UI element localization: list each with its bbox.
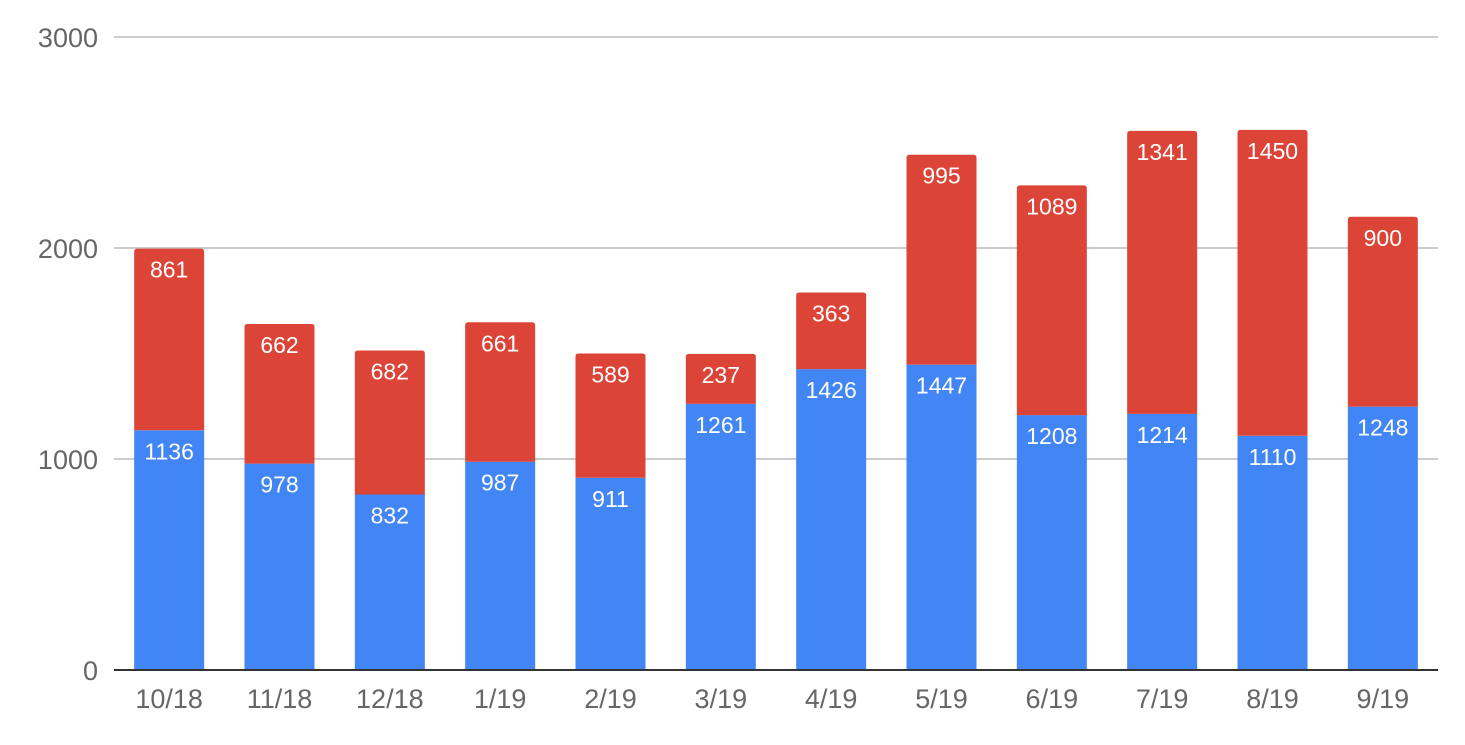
bar-series1-5/19 <box>906 364 977 670</box>
x-tick-label-3/19: 3/19 <box>695 684 748 714</box>
bar-series1-4/19 <box>796 369 867 670</box>
bar-series1-2/19 <box>575 477 646 670</box>
data-label-series2-5/19: 995 <box>922 163 960 189</box>
data-label-series2-4/19: 363 <box>812 301 850 327</box>
data-label-series1-5/19: 1447 <box>916 373 967 399</box>
data-label-series1-12/18: 832 <box>371 502 409 528</box>
x-axis-tick-labels: 10/18 11/18 12/18 1/19 2/19 3/19 4/19 5/19 6/19 7… <box>135 684 1409 714</box>
bar-series2-6/19 <box>1016 185 1087 416</box>
bar-series1-12/18 <box>354 494 425 670</box>
bar-series2-5/19 <box>906 154 977 365</box>
bar-series2-7/19 <box>1127 130 1198 414</box>
data-label-series2-10/18: 861 <box>150 257 188 283</box>
bar-series1-7/19 <box>1127 413 1198 670</box>
y-tick-label-3000: 3000 <box>38 23 98 53</box>
gridlines <box>114 36 1438 460</box>
bar-series2-4/19 <box>796 292 867 370</box>
data-label-series2-6/19: 1089 <box>1026 193 1077 219</box>
data-label-series2-3/19: 237 <box>702 362 740 388</box>
data-label-series1-2/19: 911 <box>592 486 629 512</box>
data-labels: 1136 861 978 662 832 682 987 661 911 589 1261 237 14… <box>144 138 1408 529</box>
data-label-series2-11/18: 662 <box>260 332 298 358</box>
x-tick-label-12/18: 12/18 <box>356 684 424 714</box>
bar-series1-3/19 <box>685 403 756 670</box>
bar-series2-10/18 <box>134 248 205 431</box>
bar-series1-6/19 <box>1016 415 1087 670</box>
bar-series2-2/19 <box>575 353 646 478</box>
bar-series1-10/18 <box>134 430 205 670</box>
x-tick-label-6/19: 6/19 <box>1026 684 1079 714</box>
data-label-series2-7/19: 1341 <box>1137 139 1188 165</box>
data-label-series1-3/19: 1261 <box>695 412 746 438</box>
data-label-series1-7/19: 1214 <box>1137 422 1188 448</box>
y-tick-label-0: 0 <box>83 656 98 686</box>
bar-series2-1/19 <box>465 322 536 462</box>
bar-series2-9/19 <box>1347 216 1418 407</box>
data-label-series1-9/19: 1248 <box>1357 415 1408 441</box>
data-label-series1-10/18: 1136 <box>144 438 193 464</box>
x-tick-label-2/19: 2/19 <box>584 684 637 714</box>
x-tick-label-7/19: 7/19 <box>1136 684 1189 714</box>
y-axis-tick-labels: 0 1000 2000 3000 <box>38 23 98 686</box>
y-tick-label-1000: 1000 <box>38 445 98 475</box>
data-label-series2-1/19: 661 <box>481 330 519 356</box>
bars <box>134 129 1418 670</box>
data-label-series1-1/19: 987 <box>481 470 519 496</box>
bar-series2-3/19 <box>685 353 756 404</box>
bar-series2-11/18 <box>244 323 315 464</box>
x-tick-label-10/18: 10/18 <box>135 684 203 714</box>
data-label-series1-6/19: 1208 <box>1026 423 1077 449</box>
bar-series1-9/19 <box>1347 406 1418 670</box>
x-tick-label-1/19: 1/19 <box>474 684 527 714</box>
x-tick-label-9/19: 9/19 <box>1357 684 1410 714</box>
data-label-series2-9/19: 900 <box>1364 225 1402 251</box>
data-label-series2-8/19: 1450 <box>1247 138 1298 164</box>
bar-series1-8/19 <box>1237 435 1308 670</box>
x-tick-label-11/18: 11/18 <box>247 684 313 714</box>
data-label-series1-4/19: 1426 <box>806 377 857 403</box>
x-tick-label-4/19: 4/19 <box>805 684 858 714</box>
data-label-series1-8/19: 1110 <box>1249 444 1297 470</box>
bar-series2-8/19 <box>1237 129 1308 436</box>
data-label-series2-12/18: 682 <box>371 359 409 385</box>
data-label-series1-11/18: 978 <box>260 472 298 498</box>
bar-series2-12/18 <box>354 350 425 495</box>
x-tick-label-5/19: 5/19 <box>915 684 968 714</box>
y-tick-label-2000: 2000 <box>38 234 98 264</box>
data-label-series2-2/19: 589 <box>591 362 629 388</box>
bar-series1-11/18 <box>244 463 315 670</box>
x-tick-label-8/19: 8/19 <box>1246 684 1299 714</box>
bar-series1-1/19 <box>465 461 536 670</box>
